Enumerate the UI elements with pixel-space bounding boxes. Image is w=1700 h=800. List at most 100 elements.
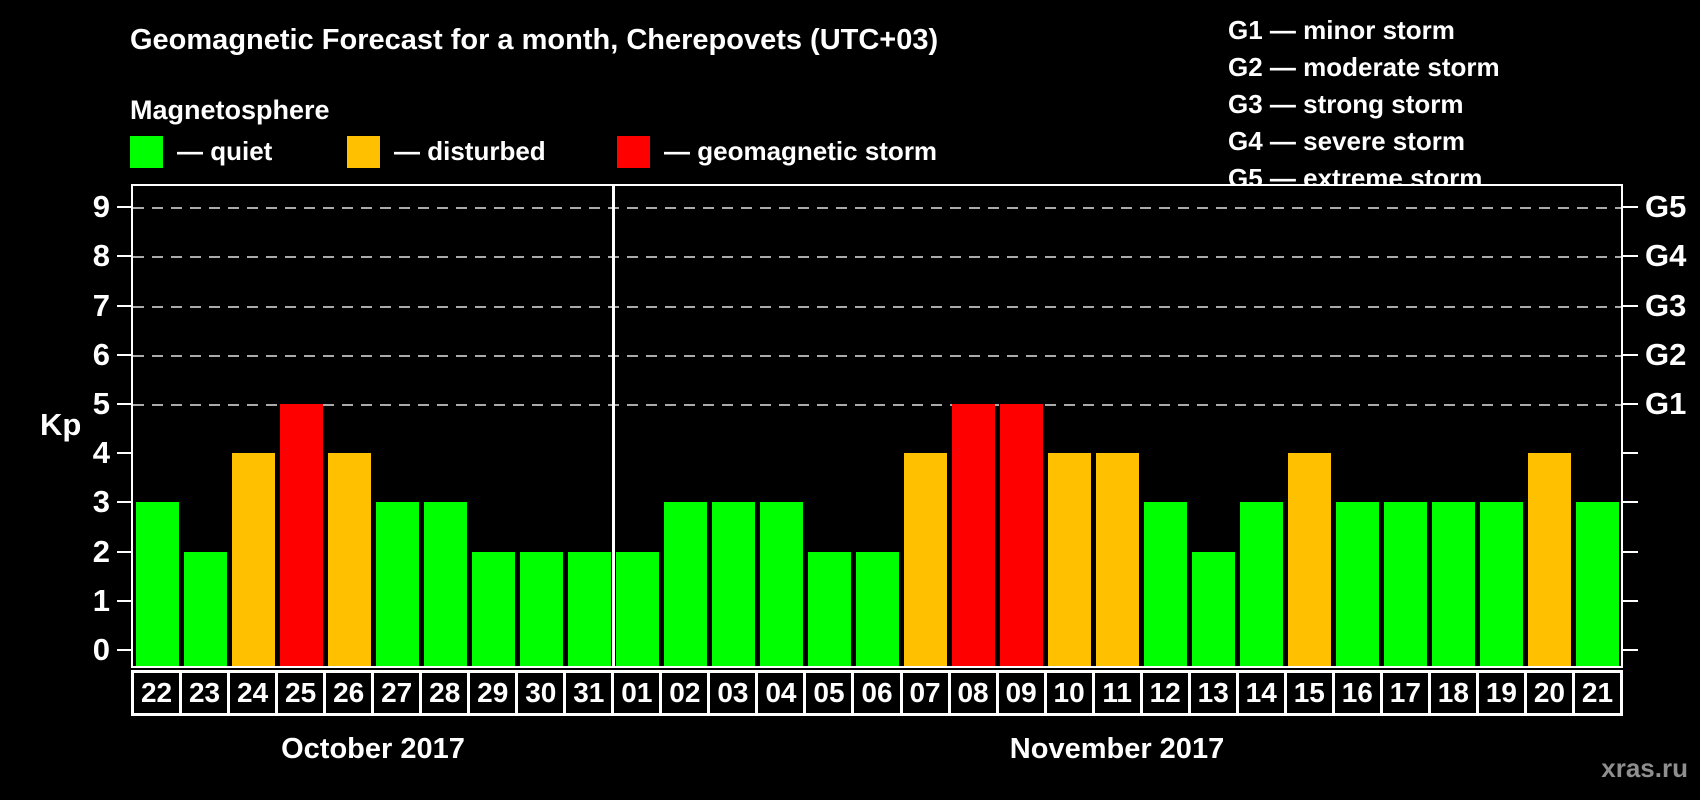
y-axis-label: Kp [40, 407, 82, 442]
right-tick-mark-9 [1623, 206, 1638, 209]
kp-bar-day-19 [1479, 502, 1523, 666]
day-cell-02: 02 [659, 673, 707, 713]
y-tick-label-1: 1 [92, 582, 110, 618]
y-tick-mark-9 [117, 206, 131, 209]
y-tick-label-4: 4 [92, 435, 110, 471]
kp-bar-day-01 [615, 551, 659, 666]
plot-area [131, 184, 1623, 668]
kp-bar-day-05 [807, 551, 851, 666]
month-label-2: November 2017 [1009, 733, 1225, 765]
y-tick-label-0: 0 [92, 632, 110, 667]
y-tick-mark-7 [117, 304, 131, 307]
y-tick-label-5: 5 [92, 386, 110, 421]
kp-bar-day-04 [759, 502, 803, 666]
kp-bar-day-21 [1575, 502, 1619, 666]
kp-bar-day-16 [1335, 502, 1379, 666]
day-cell-23: 23 [179, 673, 227, 713]
day-cell-18: 18 [1427, 673, 1476, 713]
g-legend-line-4: G4 — severe storm [1228, 126, 1466, 156]
day-cell-19: 19 [1475, 673, 1524, 713]
y-tick-label-3: 3 [92, 484, 110, 520]
day-cell-22: 22 [140, 677, 173, 708]
g-scale-legend: G1 — minor storm G2 — moderate storm G3 — … [1228, 12, 1500, 197]
day-cell-13: 13 [1187, 673, 1236, 713]
kp-bar-day-06 [855, 551, 899, 666]
kp-bar-day-03 [711, 502, 755, 666]
kp-bar-day-30 [519, 551, 563, 666]
day-cell-14: 14 [1235, 673, 1284, 713]
y-tick-mark-5 [117, 403, 131, 405]
storm-swatch [617, 135, 650, 168]
day-cell-31: 31 [563, 673, 611, 713]
day-cell-01: 01 [611, 673, 659, 713]
legend-label-disturbed: — disturbed [394, 136, 546, 166]
right-tick-mark-5 [1623, 403, 1638, 405]
g-legend-line-1: G1 — minor storm [1228, 15, 1455, 45]
day-cell-25: 25 [275, 673, 323, 713]
y-tick-mark-4 [117, 452, 131, 455]
y-tick-label-6: 6 [92, 336, 110, 372]
legend-item-storm: — geomagnetic storm [617, 135, 937, 168]
day-cell-28: 28 [419, 673, 467, 713]
kp-bar-day-10 [1047, 453, 1091, 666]
kp-bar-day-25 [279, 404, 323, 666]
day-cell-06: 06 [851, 673, 899, 713]
kp-bar-day-09 [999, 404, 1043, 666]
quiet-swatch [130, 135, 163, 168]
y-tick-mark-8 [117, 255, 131, 258]
gridline-kp5 [133, 404, 1621, 406]
gridline-kp7 [133, 305, 1621, 308]
kp-bar-day-28 [423, 502, 467, 666]
day-cell-26: 26 [323, 673, 371, 713]
kp-bar-day-11 [1095, 453, 1139, 666]
legend-item-quiet: — quiet [130, 135, 272, 168]
watermark: xras.ru [1601, 753, 1688, 783]
legend-label-storm: — geomagnetic storm [664, 136, 938, 166]
right-tick-mark-0 [1623, 649, 1638, 651]
day-axis: 22 23 24 25 26 27 28 29 30 31 01 02 03 04 05 06 07 08 09 10… [131, 670, 1623, 716]
legend-item-disturbed: — disturbed [347, 135, 546, 168]
day-cell-04: 04 [755, 673, 803, 713]
kp-bar-day-27 [375, 502, 419, 666]
month-label-1: October 2017 [281, 733, 465, 765]
gridline-kp8 [133, 256, 1621, 259]
y-tick-label-8: 8 [92, 238, 110, 274]
y-tick-label-9: 9 [92, 189, 110, 225]
g-legend-line-2: G2 — moderate storm [1228, 52, 1500, 82]
kp-bar-day-14 [1239, 502, 1283, 666]
kp-bar-day-18 [1431, 502, 1475, 666]
kp-bar-day-29 [471, 551, 515, 666]
y-tick-label-2: 2 [92, 533, 110, 569]
day-cell-09: 09 [995, 673, 1044, 713]
kp-bar-day-08 [951, 404, 995, 666]
y-tick-label-7: 7 [92, 287, 110, 323]
y-tick-mark-6 [117, 353, 131, 356]
chart-title: Geomagnetic Forecast for a month, Cherep… [130, 24, 939, 56]
day-cell-16: 16 [1331, 673, 1380, 713]
kp-bar-day-31 [567, 551, 611, 666]
right-tick-mark-1 [1623, 599, 1638, 602]
day-cell-03: 03 [707, 673, 755, 713]
kp-bar-day-15 [1287, 453, 1331, 666]
g-legend-line-3: G3 — strong storm [1228, 89, 1464, 119]
day-cell-11: 11 [1091, 673, 1140, 713]
day-cell-27: 27 [371, 673, 419, 713]
day-cell-24: 24 [227, 673, 275, 713]
disturbed-swatch [347, 135, 380, 168]
kp-bar-day-20 [1527, 453, 1571, 666]
kp-bar-day-13 [1191, 551, 1235, 666]
day-cell-21: 21 [1571, 673, 1620, 713]
kp-bar-day-23 [183, 551, 227, 666]
kp-bar-day-02 [663, 502, 707, 666]
day-cell-29: 29 [467, 673, 515, 713]
day-cell-05: 05 [803, 673, 851, 713]
right-tick-mark-4 [1623, 452, 1638, 455]
legend-label-quiet: — quiet [177, 136, 273, 166]
y-tick-mark-2 [117, 550, 131, 553]
g-axis-label-g3: G3 [1645, 287, 1687, 323]
g-axis-label-g1: G1 [1645, 386, 1687, 421]
day-cell-15: 15 [1283, 673, 1332, 713]
gridline-kp9 [133, 207, 1621, 210]
right-tick-mark-7 [1623, 304, 1638, 307]
